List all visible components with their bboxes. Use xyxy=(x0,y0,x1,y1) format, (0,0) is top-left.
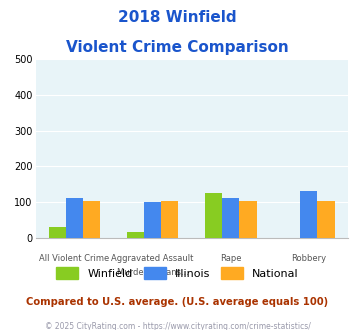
Text: Violent Crime Comparison: Violent Crime Comparison xyxy=(66,40,289,54)
Bar xyxy=(83,201,100,238)
Legend: Winfield, Illinois, National: Winfield, Illinois, National xyxy=(52,263,303,283)
Bar xyxy=(222,198,239,238)
Bar xyxy=(317,201,335,238)
Text: © 2025 CityRating.com - https://www.cityrating.com/crime-statistics/: © 2025 CityRating.com - https://www.city… xyxy=(45,322,310,330)
Bar xyxy=(205,193,222,238)
Text: All Violent Crime: All Violent Crime xyxy=(39,254,110,263)
Bar xyxy=(49,227,66,238)
Text: Robbery: Robbery xyxy=(291,254,326,263)
Bar xyxy=(239,201,257,238)
Bar xyxy=(300,190,317,238)
Bar xyxy=(144,202,161,238)
Text: Murder & Mans...: Murder & Mans... xyxy=(117,268,189,277)
Text: Aggravated Assault: Aggravated Assault xyxy=(111,254,194,263)
Text: 2018 Winfield: 2018 Winfield xyxy=(118,10,237,25)
Bar xyxy=(66,198,83,238)
Bar xyxy=(127,232,144,238)
Text: Compared to U.S. average. (U.S. average equals 100): Compared to U.S. average. (U.S. average … xyxy=(26,297,329,307)
Bar xyxy=(161,201,179,238)
Text: Rape: Rape xyxy=(220,254,241,263)
